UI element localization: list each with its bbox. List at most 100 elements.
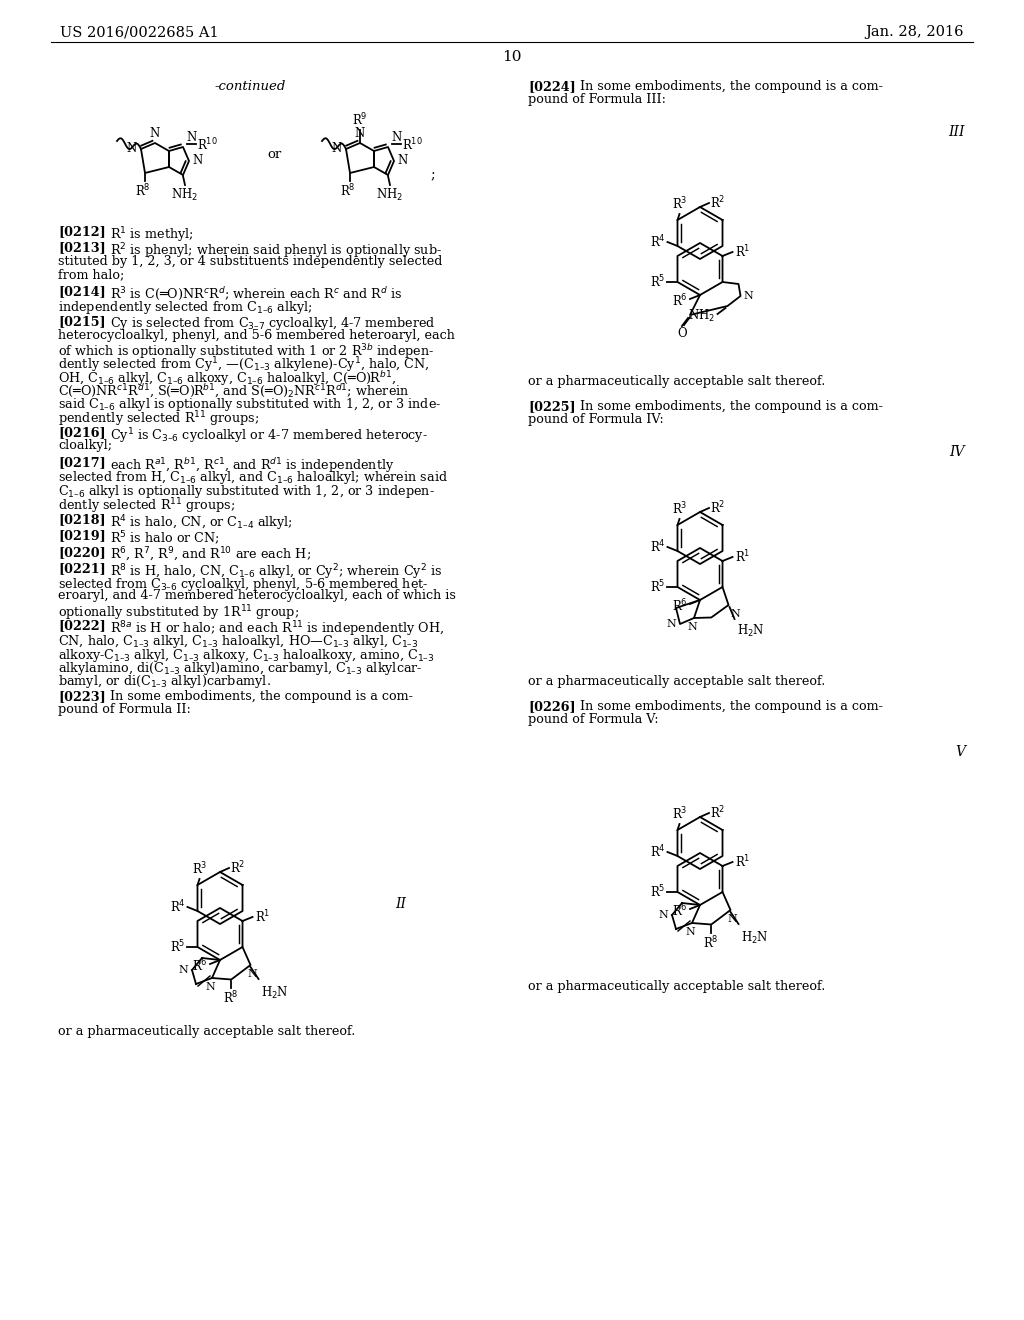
Text: N: N (127, 143, 137, 156)
Text: R$^3$: R$^3$ (672, 500, 687, 517)
Text: or a pharmaceutically acceptable salt thereof.: or a pharmaceutically acceptable salt th… (58, 1026, 355, 1038)
Text: R$^5$: R$^5$ (650, 273, 666, 290)
Text: said C$_{1–6}$ alkyl is optionally substituted with 1, 2, or 3 inde-: said C$_{1–6}$ alkyl is optionally subst… (58, 396, 441, 413)
Text: R$^4$ is halo, CN, or C$_{1–4}$ alkyl;: R$^4$ is halo, CN, or C$_{1–4}$ alkyl; (110, 513, 293, 532)
Text: R$^8$: R$^8$ (340, 183, 355, 199)
Text: N: N (685, 927, 695, 937)
Text: optionally substituted by 1R$^{11}$ group;: optionally substituted by 1R$^{11}$ grou… (58, 603, 299, 623)
Text: or a pharmaceutically acceptable salt thereof.: or a pharmaceutically acceptable salt th… (528, 979, 825, 993)
Text: N: N (397, 154, 408, 168)
Text: NH$_2$: NH$_2$ (688, 308, 716, 323)
Text: R$^8$: R$^8$ (135, 183, 151, 199)
Text: alkoxy-C$_{1–3}$ alkyl, C$_{1–3}$ alkoxy, C$_{1–3}$ haloalkoxy, amino, C$_{1–3}$: alkoxy-C$_{1–3}$ alkyl, C$_{1–3}$ alkoxy… (58, 647, 434, 664)
Text: IV: IV (949, 445, 965, 459)
Text: ;: ; (430, 168, 434, 182)
Text: dently selected from Cy$^1$, —(C$_{1–3}$ alkylene)-Cy$^1$, halo, CN,: dently selected from Cy$^1$, —(C$_{1–3}$… (58, 355, 430, 375)
Text: R$^{10}$: R$^{10}$ (402, 137, 423, 153)
Text: CN, halo, C$_{1–3}$ alkyl, C$_{1–3}$ haloalkyl, HO—C$_{1–3}$ alkyl, C$_{1–3}$: CN, halo, C$_{1–3}$ alkyl, C$_{1–3}$ hal… (58, 634, 418, 649)
Text: R$^4$: R$^4$ (170, 899, 185, 915)
Text: stituted by 1, 2, 3, or 4 substituents independently selected: stituted by 1, 2, 3, or 4 substituents i… (58, 255, 442, 268)
Text: R$^2$: R$^2$ (710, 500, 725, 516)
Text: R$^5$: R$^5$ (650, 883, 666, 900)
Text: eroaryl, and 4-7 membered heterocycloalkyl, each of which is: eroaryl, and 4-7 membered heterocycloalk… (58, 590, 456, 602)
Text: R$^2$ is phenyl; wherein said phenyl is optionally sub-: R$^2$ is phenyl; wherein said phenyl is … (110, 242, 442, 261)
Text: R$^2$: R$^2$ (230, 859, 246, 876)
Text: NH$_2$: NH$_2$ (171, 187, 199, 203)
Text: [0222]: [0222] (58, 619, 105, 632)
Text: N: N (730, 609, 740, 619)
Text: N: N (332, 143, 342, 156)
Text: N: N (743, 290, 754, 301)
Text: R$^5$: R$^5$ (650, 578, 666, 595)
Text: III: III (948, 125, 965, 139)
Text: [0213]: [0213] (58, 242, 105, 255)
Text: [0223]: [0223] (58, 690, 105, 704)
Text: 10: 10 (502, 50, 522, 63)
Text: R$^3$: R$^3$ (191, 861, 207, 876)
Text: R$^3$ is C(═O)NR$^c$R$^d$; wherein each R$^c$ and R$^d$ is: R$^3$ is C(═O)NR$^c$R$^d$; wherein each … (110, 285, 402, 302)
Text: R$^6$: R$^6$ (673, 598, 688, 614)
Text: N: N (667, 619, 676, 630)
Text: In some embodiments, the compound is a com-: In some embodiments, the compound is a c… (110, 690, 413, 704)
Text: R$^6$: R$^6$ (673, 293, 688, 309)
Text: -continued: -continued (214, 81, 286, 92)
Text: [0215]: [0215] (58, 315, 105, 327)
Text: [0214]: [0214] (58, 285, 105, 298)
Text: N: N (687, 622, 697, 632)
Text: [0216]: [0216] (58, 426, 105, 440)
Text: R$^1$: R$^1$ (734, 854, 750, 870)
Text: Jan. 28, 2016: Jan. 28, 2016 (865, 25, 964, 40)
Text: R$^3$: R$^3$ (672, 195, 687, 213)
Text: R$^3$: R$^3$ (672, 805, 687, 822)
Text: [0225]: [0225] (528, 400, 575, 413)
Text: [0217]: [0217] (58, 455, 105, 469)
Text: pound of Formula III:: pound of Formula III: (528, 94, 666, 107)
Text: R$^{10}$: R$^{10}$ (197, 137, 218, 153)
Text: H$_2$N: H$_2$N (736, 623, 764, 639)
Text: bamyl, or di(C$_{1–3}$ alkyl)carbamyl.: bamyl, or di(C$_{1–3}$ alkyl)carbamyl. (58, 673, 271, 690)
Text: US 2016/0022685 A1: US 2016/0022685 A1 (60, 25, 219, 40)
Text: R$^8$ is H, halo, CN, C$_{1–6}$ alkyl, or Cy$^2$; wherein Cy$^2$ is: R$^8$ is H, halo, CN, C$_{1–6}$ alkyl, o… (110, 562, 442, 582)
Text: dently selected R$^{11}$ groups;: dently selected R$^{11}$ groups; (58, 496, 236, 516)
Text: R$^9$: R$^9$ (352, 111, 368, 128)
Text: R$^6$: R$^6$ (193, 958, 208, 974)
Text: R$^4$: R$^4$ (650, 843, 666, 861)
Text: [0221]: [0221] (58, 562, 105, 576)
Text: or a pharmaceutically acceptable salt thereof.: or a pharmaceutically acceptable salt th… (528, 375, 825, 388)
Text: each R$^{a1}$, R$^{b1}$, R$^{c1}$, and R$^{d1}$ is independently: each R$^{a1}$, R$^{b1}$, R$^{c1}$, and R… (110, 455, 394, 475)
Text: N: N (178, 965, 188, 975)
Text: N: N (193, 154, 203, 168)
Text: [0220]: [0220] (58, 546, 105, 558)
Text: or a pharmaceutically acceptable salt thereof.: or a pharmaceutically acceptable salt th… (528, 675, 825, 688)
Text: heterocycloalkyl, phenyl, and 5-6 membered heteroaryl, each: heterocycloalkyl, phenyl, and 5-6 member… (58, 329, 455, 342)
Text: II: II (395, 898, 406, 911)
Text: O: O (677, 327, 687, 341)
Text: Cy is selected from C$_{3–7}$ cycloalkyl, 4-7 membered: Cy is selected from C$_{3–7}$ cycloalkyl… (110, 315, 435, 333)
Text: cloalkyl;: cloalkyl; (58, 440, 112, 453)
Text: OH, C$_{1–6}$ alkyl, C$_{1–6}$ alkoxy, C$_{1–6}$ haloalkyl, C(═O)R$^{b1}$,: OH, C$_{1–6}$ alkyl, C$_{1–6}$ alkoxy, C… (58, 370, 396, 388)
Text: C(═O)NR$^{c1}$R$^{d1}$, S(═O)R$^{b1}$, and S(═O)$_2$NR$^{c1}$R$^{d1}$; wherein: C(═O)NR$^{c1}$R$^{d1}$, S(═O)R$^{b1}$, a… (58, 383, 410, 400)
Text: N: N (391, 131, 401, 144)
Text: [0224]: [0224] (528, 81, 575, 92)
Text: N: N (658, 909, 668, 920)
Text: pound of Formula IV:: pound of Formula IV: (528, 413, 664, 426)
Text: selected from C$_{3–6}$ cycloalkyl, phenyl, 5-6 membered het-: selected from C$_{3–6}$ cycloalkyl, phen… (58, 576, 428, 593)
Text: R$^1$: R$^1$ (734, 549, 750, 565)
Text: H$_2$N: H$_2$N (740, 931, 768, 946)
Text: R$^6$: R$^6$ (673, 903, 688, 919)
Text: R$^5$ is halo or CN;: R$^5$ is halo or CN; (110, 529, 220, 548)
Text: [0212]: [0212] (58, 224, 105, 238)
Text: N: N (355, 127, 366, 140)
Text: independently selected from C$_{1–6}$ alkyl;: independently selected from C$_{1–6}$ al… (58, 298, 312, 315)
Text: pendently selected R$^{11}$ groups;: pendently selected R$^{11}$ groups; (58, 409, 259, 429)
Text: N: N (205, 982, 215, 993)
Text: R$^2$: R$^2$ (710, 805, 725, 821)
Text: R$^6$, R$^7$, R$^9$, and R$^{10}$ are each H;: R$^6$, R$^7$, R$^9$, and R$^{10}$ are ea… (110, 546, 311, 564)
Text: C$_{1–6}$ alkyl is optionally substituted with 1, 2, or 3 indepen-: C$_{1–6}$ alkyl is optionally substitute… (58, 483, 435, 500)
Text: R$^5$: R$^5$ (170, 939, 185, 956)
Text: R$^{8a}$ is H or halo; and each R$^{11}$ is independently OH,: R$^{8a}$ is H or halo; and each R$^{11}$… (110, 619, 444, 639)
Text: R$^2$: R$^2$ (710, 195, 725, 211)
Text: NH$_2$: NH$_2$ (377, 187, 403, 203)
Text: [0218]: [0218] (58, 513, 105, 525)
Text: pound of Formula V:: pound of Formula V: (528, 714, 658, 726)
